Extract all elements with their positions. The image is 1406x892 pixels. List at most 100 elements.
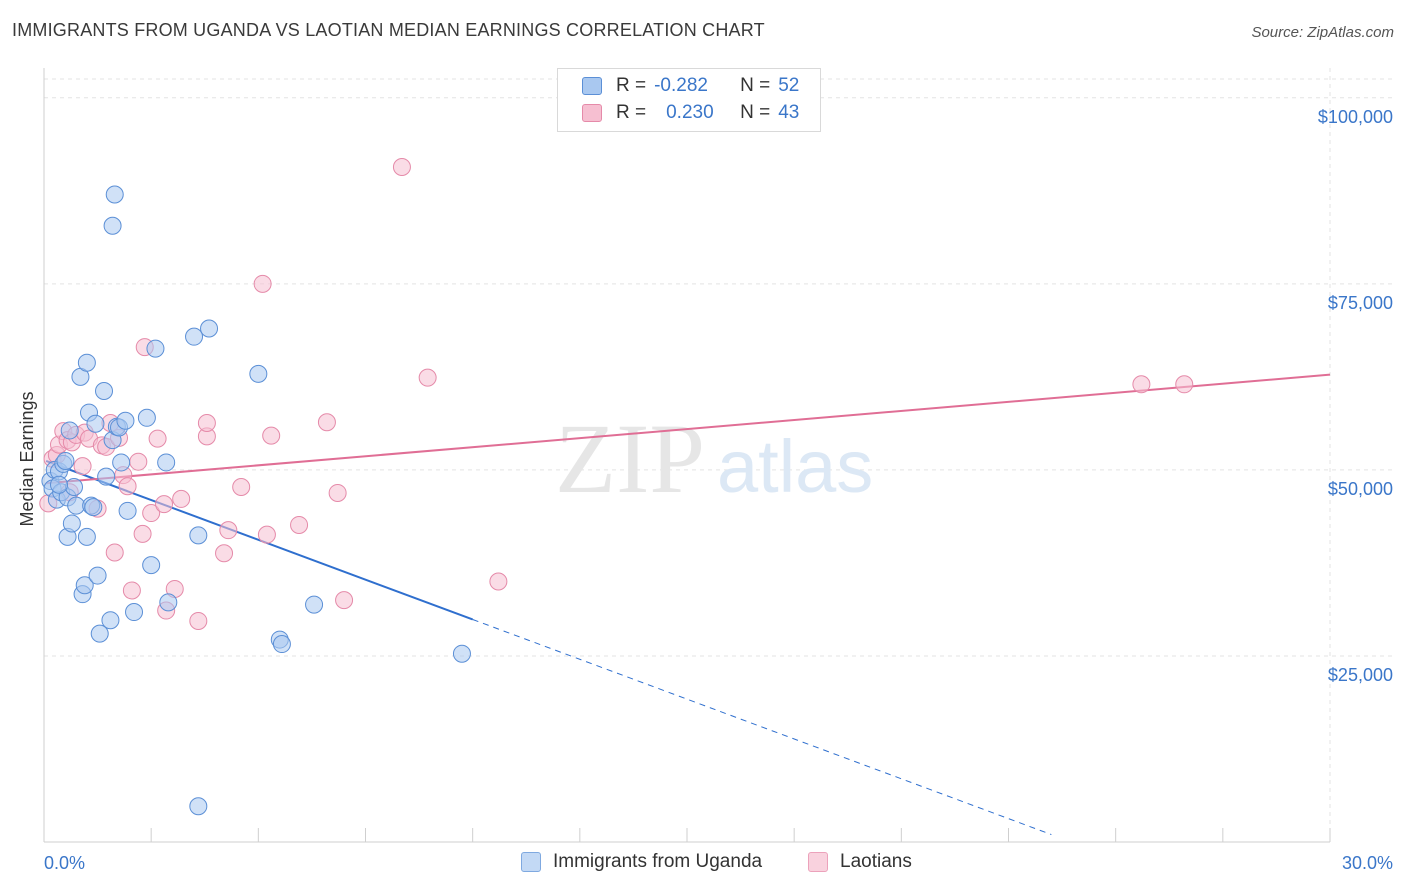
- point-uganda: [101, 611, 120, 630]
- series-legend-label: Laotians: [840, 851, 912, 872]
- trendline-laotians: [46, 373, 1331, 485]
- point-uganda: [50, 475, 69, 494]
- point-uganda: [56, 451, 75, 470]
- point-uganda: [105, 185, 124, 204]
- point-uganda: [95, 381, 114, 400]
- point-uganda: [249, 364, 268, 383]
- point-uganda: [272, 635, 291, 654]
- legend-swatch-uganda: [521, 852, 541, 872]
- point-laotians: [197, 413, 216, 432]
- data-points: [39, 157, 1194, 816]
- point-laotians: [253, 274, 272, 293]
- point-uganda: [88, 566, 107, 585]
- point-uganda: [125, 603, 144, 622]
- legend-r-label: R =: [616, 75, 647, 96]
- legend-r-value: 0.230: [666, 102, 714, 123]
- y-tick-label: $25,000: [1328, 665, 1393, 685]
- point-uganda: [116, 411, 135, 430]
- legend-row-uganda: R = -0.282 N = 52: [582, 73, 799, 99]
- series-legend: Immigrants from Uganda Laotians: [0, 851, 1406, 877]
- point-uganda: [62, 514, 81, 533]
- point-laotians: [328, 483, 347, 502]
- point-laotians: [129, 452, 148, 471]
- legend-n-value: 52: [778, 75, 800, 96]
- point-uganda: [118, 501, 137, 520]
- point-laotians: [148, 429, 167, 448]
- correlation-legend: R = -0.282 N = 52 R = 0.230 N = 43: [557, 68, 821, 132]
- legend-n-label: N =: [740, 102, 771, 123]
- point-laotians: [155, 495, 174, 514]
- point-uganda: [112, 453, 131, 472]
- y-axis-label: Median Earnings: [17, 391, 37, 526]
- y-tick-labels: $25,000 $50,000 $75,000 $100,000: [1318, 107, 1393, 685]
- point-uganda: [142, 556, 161, 575]
- point-laotians: [215, 544, 234, 563]
- point-uganda: [60, 421, 79, 440]
- point-uganda: [200, 319, 219, 338]
- point-uganda: [90, 624, 109, 643]
- point-uganda: [67, 496, 86, 515]
- point-uganda: [97, 467, 116, 486]
- legend-n-value: 43: [778, 102, 800, 123]
- source-attribution: Source: ZipAtlas.com: [1251, 24, 1394, 41]
- point-uganda: [159, 593, 178, 612]
- trendline-uganda-extension: [472, 619, 1052, 836]
- point-laotians: [172, 489, 191, 508]
- point-laotians: [290, 515, 309, 534]
- point-laotians: [73, 457, 92, 476]
- point-uganda: [77, 353, 96, 372]
- trend-lines: [45, 373, 1331, 836]
- legend-r-label: R =: [616, 102, 647, 123]
- point-laotians: [392, 157, 411, 176]
- axes: [43, 68, 1331, 843]
- point-laotians: [489, 572, 508, 591]
- point-laotians: [232, 478, 251, 497]
- point-laotians: [122, 581, 141, 600]
- y-tick-label: $50,000: [1328, 479, 1393, 499]
- chart-title: IMMIGRANTS FROM UGANDA VS LAOTIAN MEDIAN…: [12, 20, 765, 40]
- point-uganda: [86, 414, 105, 433]
- legend-swatch-uganda: [582, 77, 602, 95]
- point-laotians: [219, 521, 238, 540]
- legend-row-laotians: R = 0.230 N = 43: [582, 100, 799, 126]
- x-tick-label: 0.0%: [44, 853, 85, 873]
- point-uganda: [84, 498, 103, 517]
- watermark-zip: ZIP: [555, 403, 705, 514]
- trendline-uganda: [45, 460, 474, 621]
- point-uganda: [185, 327, 204, 346]
- x-tick-label: 30.0%: [1342, 853, 1393, 873]
- y-tick-label: $100,000: [1318, 107, 1393, 127]
- point-laotians: [262, 426, 281, 445]
- series-legend-laotians[interactable]: Laotians: [808, 851, 912, 873]
- series-legend-uganda[interactable]: Immigrants from Uganda: [521, 851, 762, 873]
- point-uganda: [189, 526, 208, 545]
- legend-swatch-laotians: [582, 104, 602, 122]
- point-laotians: [257, 525, 276, 544]
- point-laotians: [317, 413, 336, 432]
- point-laotians: [189, 611, 208, 630]
- point-laotians: [105, 543, 124, 562]
- series-legend-label: Immigrants from Uganda: [553, 851, 763, 872]
- point-laotians: [142, 504, 161, 523]
- watermark: ZIP atlas: [555, 403, 873, 514]
- legend-swatch-laotians: [808, 852, 828, 872]
- point-laotians: [418, 368, 437, 387]
- watermark-atlas: atlas: [717, 425, 873, 508]
- x-tick-labels: 0.0% 30.0%: [44, 853, 1393, 873]
- point-uganda: [157, 453, 176, 472]
- point-laotians: [118, 477, 137, 496]
- point-uganda: [146, 339, 165, 358]
- point-laotians: [1132, 375, 1151, 394]
- legend-r-value: -0.282: [654, 75, 708, 96]
- point-uganda: [75, 576, 94, 595]
- point-uganda: [137, 408, 156, 427]
- legend-n-label: N =: [740, 75, 771, 96]
- point-uganda: [77, 527, 96, 546]
- point-uganda: [65, 478, 84, 497]
- point-laotians: [335, 591, 354, 610]
- point-uganda: [452, 644, 471, 663]
- y-tick-label: $75,000: [1328, 293, 1393, 313]
- point-laotians: [1175, 375, 1194, 394]
- point-laotians: [133, 524, 152, 543]
